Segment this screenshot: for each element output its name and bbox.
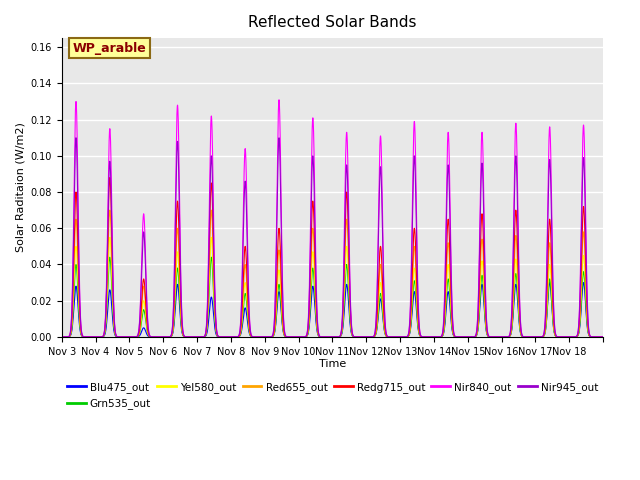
Y-axis label: Solar Raditaion (W/m2): Solar Raditaion (W/m2) — [15, 122, 25, 252]
Red655_out — [481, 299, 489, 305]
Yel580_out — [170, 312, 178, 318]
Blu475_out — [522, 334, 529, 340]
Line: Blu475_out: Blu475_out — [62, 283, 603, 337]
Nir840_out — [275, 97, 283, 103]
Nir945_out — [353, 334, 360, 340]
Grn535_out — [508, 328, 515, 334]
Nir945_out — [58, 334, 66, 340]
Redg715_out — [381, 330, 389, 336]
Yel580_out — [481, 307, 489, 312]
Nir945_out — [381, 326, 389, 332]
Title: Reflected Solar Bands: Reflected Solar Bands — [248, 15, 417, 30]
Nir840_out — [381, 324, 389, 330]
Nir945_out — [522, 334, 529, 340]
Red655_out — [508, 324, 515, 330]
Redg715_out — [58, 334, 66, 340]
Grn535_out — [170, 317, 178, 323]
Blu475_out — [508, 329, 515, 335]
Blu475_out — [381, 332, 389, 337]
Nir945_out — [481, 272, 489, 278]
Nir945_out — [72, 135, 80, 141]
Line: Red655_out: Red655_out — [62, 210, 603, 337]
Line: Redg715_out: Redg715_out — [62, 178, 603, 337]
Redg715_out — [481, 290, 489, 296]
Red655_out — [106, 207, 114, 213]
X-axis label: Time: Time — [319, 360, 346, 370]
Redg715_out — [106, 175, 114, 180]
Line: Grn535_out: Grn535_out — [62, 257, 603, 337]
Blu475_out — [170, 322, 178, 328]
Blu475_out — [353, 334, 360, 340]
Line: Nir840_out: Nir840_out — [62, 100, 603, 337]
Legend: Blu475_out, Grn535_out, Yel580_out, Red655_out, Redg715_out, Nir840_out, Nir945_: Blu475_out, Grn535_out, Yel580_out, Red6… — [63, 378, 602, 413]
Redg715_out — [170, 300, 178, 306]
Yel580_out — [353, 334, 360, 340]
Blu475_out — [580, 280, 588, 286]
Nir945_out — [508, 316, 515, 322]
Blu475_out — [599, 334, 607, 340]
Blu475_out — [58, 334, 66, 340]
Grn535_out — [522, 334, 529, 340]
Nir945_out — [599, 334, 607, 340]
Grn535_out — [599, 334, 607, 340]
Redg715_out — [353, 334, 360, 340]
Yel580_out — [522, 334, 529, 340]
Grn535_out — [106, 254, 114, 260]
Text: WP_arable: WP_arable — [72, 42, 147, 55]
Nir840_out — [170, 281, 178, 287]
Red655_out — [353, 334, 360, 340]
Line: Nir945_out: Nir945_out — [62, 138, 603, 337]
Line: Yel580_out: Yel580_out — [62, 237, 603, 337]
Grn535_out — [481, 312, 489, 318]
Yel580_out — [508, 326, 515, 332]
Yel580_out — [58, 334, 66, 340]
Grn535_out — [381, 332, 389, 338]
Red655_out — [599, 334, 607, 340]
Redg715_out — [522, 334, 529, 340]
Nir945_out — [170, 285, 178, 291]
Yel580_out — [599, 334, 607, 340]
Red655_out — [381, 331, 389, 336]
Redg715_out — [508, 322, 515, 327]
Red655_out — [522, 334, 529, 340]
Grn535_out — [58, 334, 66, 340]
Grn535_out — [353, 334, 360, 340]
Red655_out — [58, 334, 66, 340]
Red655_out — [170, 307, 178, 312]
Nir840_out — [508, 313, 515, 319]
Nir840_out — [522, 334, 529, 340]
Nir840_out — [481, 261, 489, 267]
Redg715_out — [599, 334, 607, 340]
Yel580_out — [106, 234, 114, 240]
Yel580_out — [381, 331, 389, 337]
Blu475_out — [481, 314, 489, 320]
Nir840_out — [58, 334, 66, 340]
Nir840_out — [353, 334, 360, 340]
Nir840_out — [599, 334, 607, 340]
